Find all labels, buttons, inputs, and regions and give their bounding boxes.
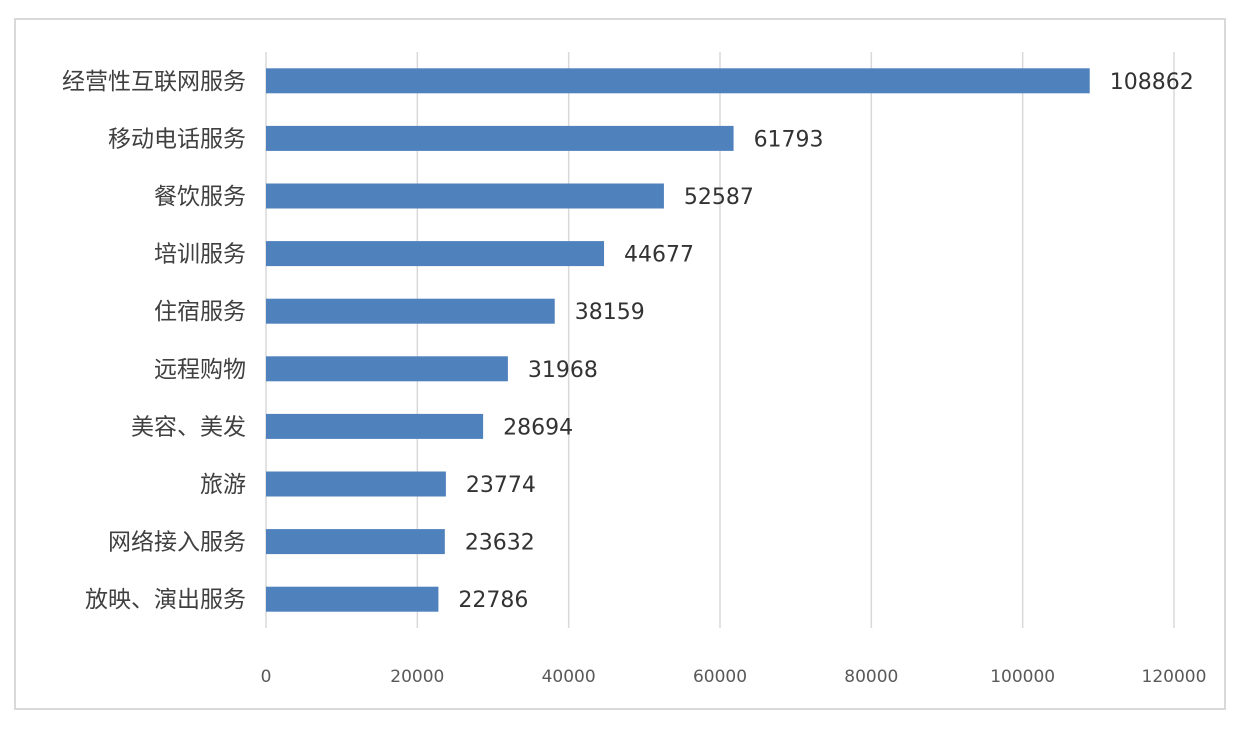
category-labels: 经营性互联网服务移动电话服务餐饮服务培训服务住宿服务远程购物美容、美发旅游网络接…	[62, 69, 246, 613]
bar	[266, 413, 484, 439]
bar	[266, 471, 446, 497]
data-label: 38159	[575, 300, 645, 325]
x-tick-label: 100000	[990, 667, 1055, 687]
x-axis-ticks: 0 20000 40000 60000 80000 100000 120000	[261, 667, 1207, 687]
x-tick-label: 60000	[693, 667, 747, 687]
category-label: 美容、美发	[131, 414, 246, 440]
bar	[266, 298, 555, 324]
data-label: 61793	[754, 127, 824, 152]
bar	[266, 68, 1090, 94]
category-label: 放映、演出服务	[85, 587, 246, 613]
category-label: 餐饮服务	[154, 184, 246, 210]
x-tick-label: 20000	[390, 667, 444, 687]
category-label: 培训服务	[154, 242, 246, 268]
category-label: 远程购物	[154, 357, 246, 383]
data-label: 52587	[684, 185, 754, 210]
data-label: 44677	[624, 243, 694, 268]
data-label: 22786	[458, 588, 528, 613]
x-tick-label: 80000	[844, 667, 898, 687]
category-label: 住宿服务	[154, 299, 246, 325]
bar	[266, 529, 445, 555]
bar	[266, 125, 734, 151]
category-label: 移动电话服务	[108, 126, 246, 152]
bar	[266, 241, 605, 267]
data-label: 23632	[465, 531, 535, 556]
x-tick-label: 40000	[542, 667, 596, 687]
value-labels: 108862 61793 52587 44677 38159 31968 28694 2377…	[458, 70, 1193, 613]
x-tick-label: 0	[261, 667, 272, 687]
category-label: 旅游	[200, 472, 246, 498]
bar	[266, 183, 664, 209]
category-label: 经营性互联网服务	[62, 69, 246, 95]
bars	[266, 68, 1090, 612]
bar	[266, 356, 508, 382]
data-label: 23774	[466, 473, 536, 498]
data-label: 108862	[1110, 70, 1194, 95]
x-tick-label: 120000	[1142, 667, 1207, 687]
data-label: 31968	[528, 358, 598, 383]
data-label: 28694	[503, 415, 573, 440]
category-label: 网络接入服务	[108, 530, 246, 556]
bar	[266, 586, 439, 612]
